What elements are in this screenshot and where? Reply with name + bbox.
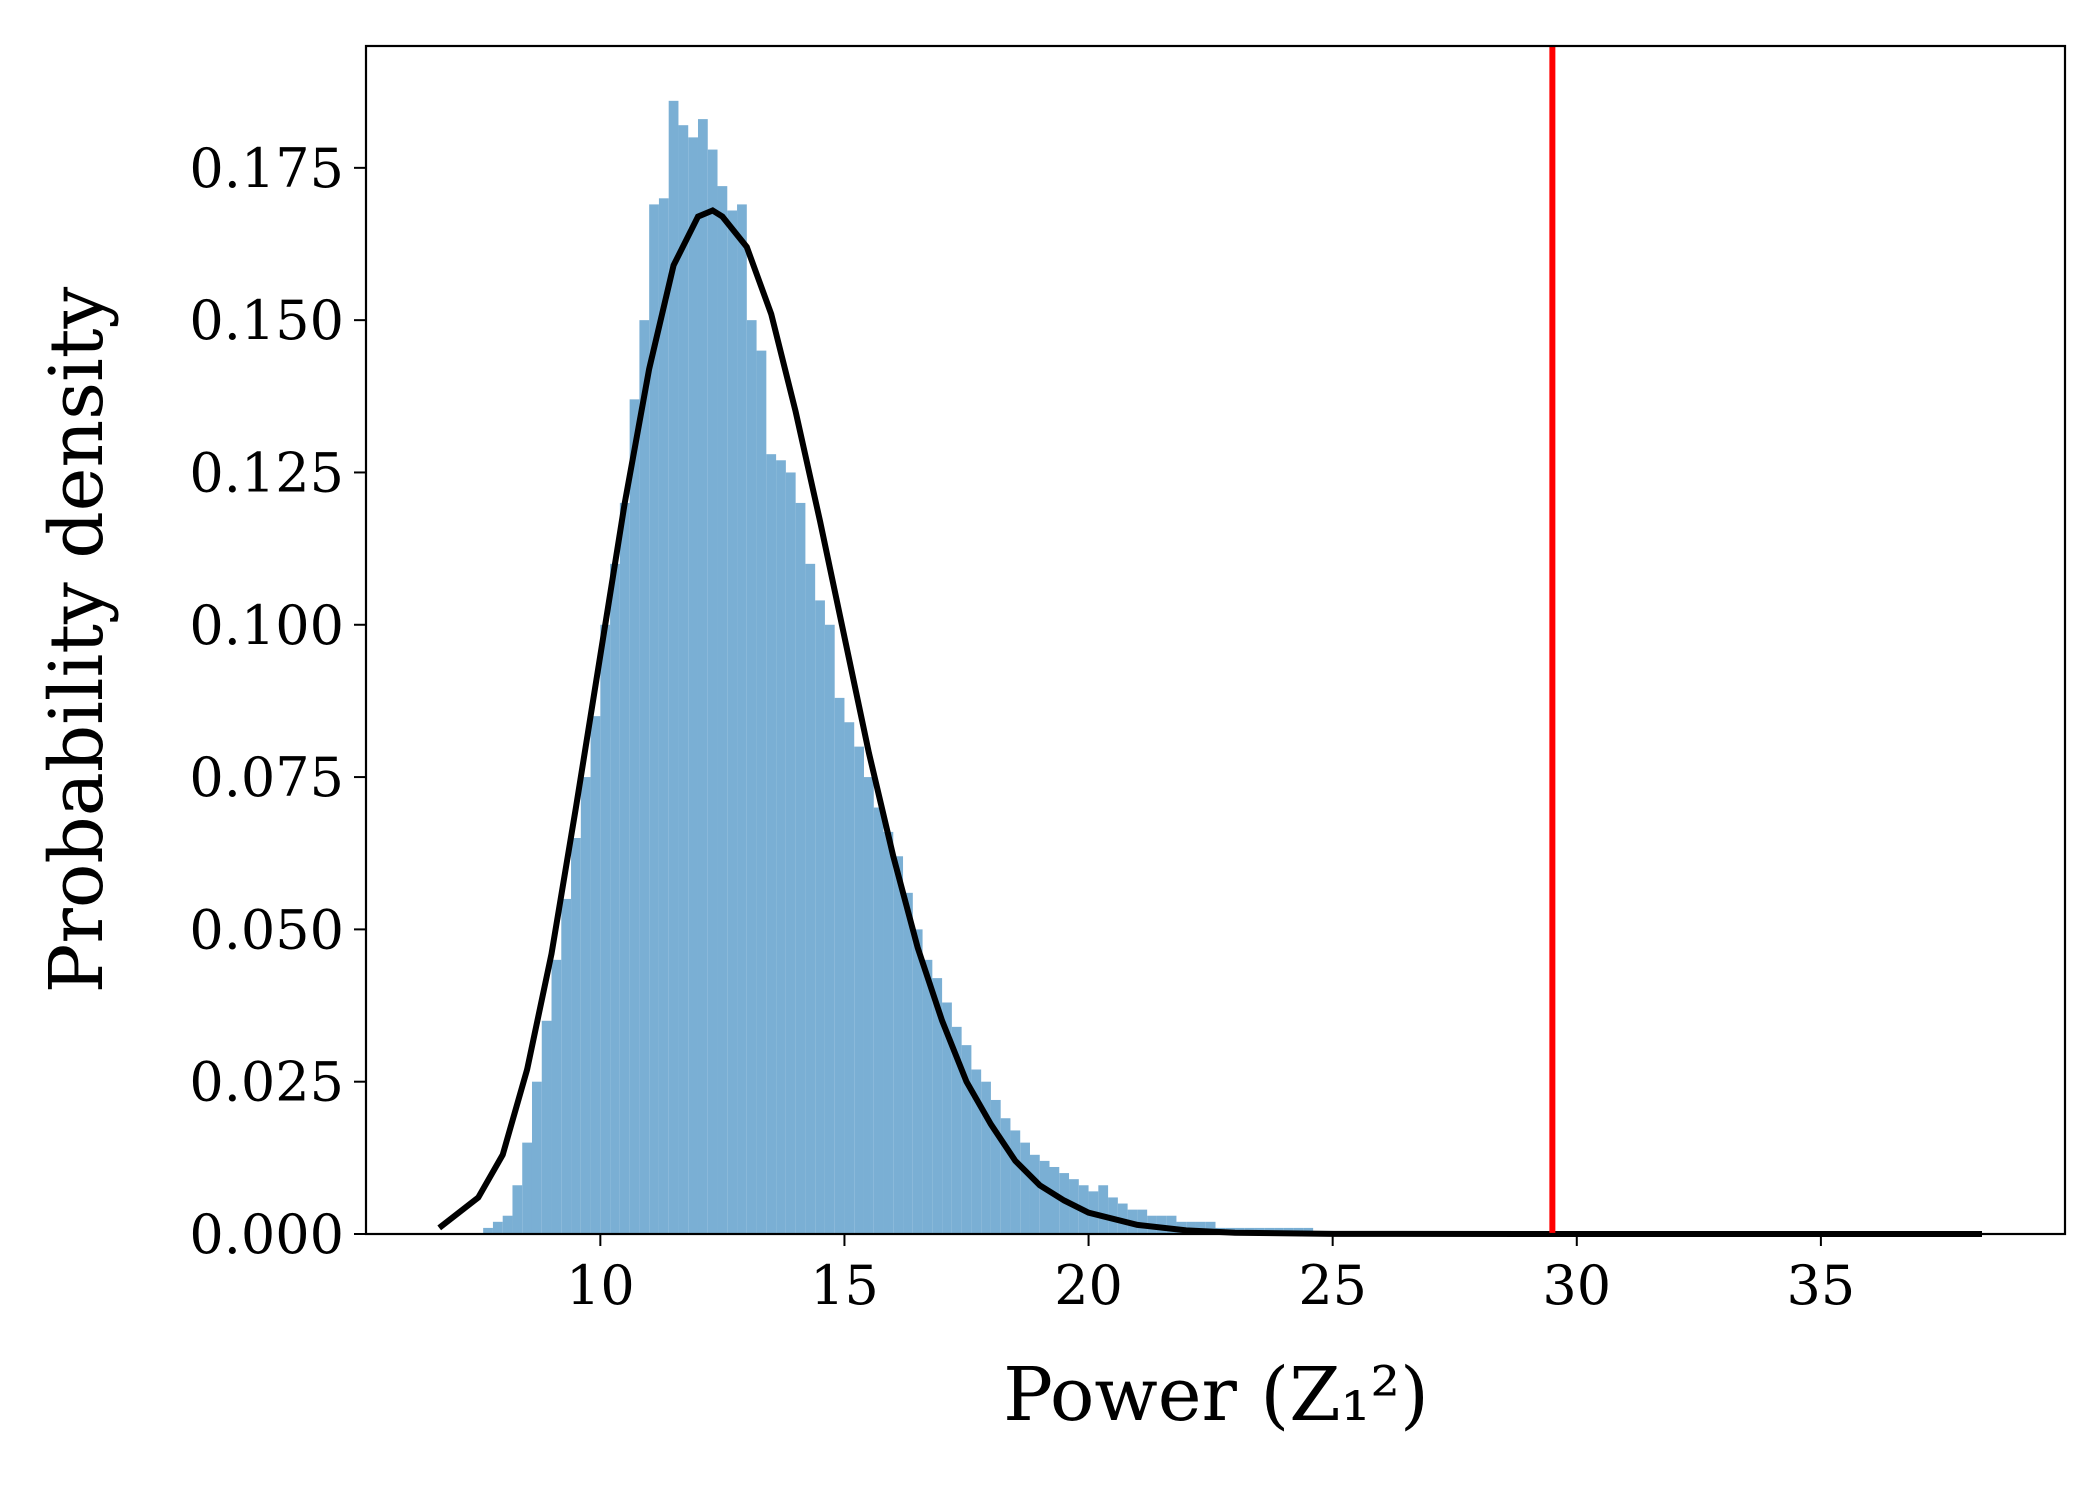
y-tick-label: 0.125 [189, 441, 344, 504]
histogram-bar [541, 1020, 552, 1234]
histogram-bar [629, 399, 640, 1234]
histogram-bar [551, 959, 562, 1234]
histogram-bar [571, 838, 581, 1234]
x-tick-label: 20 [1054, 1254, 1123, 1317]
histogram-bar [1029, 1154, 1040, 1234]
histogram-bar [697, 119, 708, 1235]
histogram-bar [785, 472, 796, 1234]
histogram-bar [688, 137, 698, 1234]
histogram-bar [580, 777, 591, 1234]
histogram-bar [707, 149, 718, 1235]
histogram-bar [981, 1081, 991, 1234]
histogram-bar [951, 1026, 962, 1234]
y-tick-label: 0.100 [189, 594, 344, 657]
y-tick-label: 0.000 [189, 1203, 344, 1266]
histogram-bar [824, 624, 835, 1234]
histogram-bar [932, 978, 943, 1234]
histogram-bar [912, 929, 923, 1234]
histogram-bar [483, 1227, 493, 1234]
histogram-bar [844, 722, 855, 1234]
histogram-bar [1137, 1209, 1148, 1234]
histogram-bar [619, 502, 630, 1234]
x-axis-label: Power (Z₁²) [1003, 1352, 1429, 1438]
plot-frame [364, 44, 2067, 1236]
histogram-bar [1049, 1166, 1060, 1234]
histogram-bar [805, 563, 816, 1234]
histogram-bar [717, 186, 728, 1235]
histogram-bar [873, 807, 884, 1234]
histogram-bar [492, 1221, 503, 1234]
histogram-bar [883, 831, 894, 1234]
histogram-bar [834, 697, 845, 1234]
histogram-bar [512, 1185, 523, 1234]
y-tick-label: 0.050 [189, 898, 344, 961]
histogram-bar [1205, 1221, 1216, 1234]
y-tick-label: 0.150 [189, 289, 344, 352]
histogram-bar [1010, 1130, 1021, 1234]
histogram-bar [610, 563, 620, 1234]
histogram-bar [756, 350, 767, 1235]
histogram-bar [863, 777, 874, 1234]
x-tick-label: 15 [810, 1254, 879, 1317]
histogram-bar [678, 125, 689, 1235]
histogram-bar [922, 959, 933, 1234]
y-tick-label: 0.075 [189, 746, 344, 809]
histogram-bar [815, 600, 825, 1234]
histogram-bar [737, 204, 747, 1234]
histogram-bar [746, 320, 757, 1235]
histogram-bar [971, 1069, 982, 1234]
histogram-bar [590, 716, 601, 1234]
x-tick-label: 25 [1298, 1254, 1367, 1317]
histogram-bar [990, 1099, 1001, 1234]
y-tick-label: 0.175 [189, 137, 344, 200]
y-tick-label: 0.025 [189, 1051, 344, 1114]
x-tick-label: 10 [566, 1254, 635, 1317]
histogram-bar [903, 892, 913, 1234]
histogram-bar [854, 746, 864, 1234]
histogram-bar [600, 624, 611, 1234]
x-tick-label: 35 [1787, 1254, 1856, 1317]
histogram-bar [658, 198, 669, 1234]
histogram-bar [649, 204, 659, 1234]
histogram-bar [531, 1081, 542, 1234]
histogram-bar [522, 1142, 532, 1234]
histogram-bar [639, 320, 650, 1235]
histogram-bar [1166, 1215, 1177, 1234]
histogram-bar [1039, 1160, 1050, 1234]
histogram-bar [961, 1045, 972, 1234]
x-tick-label: 30 [1542, 1254, 1611, 1317]
histogram-bar [502, 1215, 513, 1234]
histogram-bar [795, 502, 806, 1234]
histogram-bar [766, 454, 777, 1235]
histogram-bar [1000, 1118, 1011, 1234]
histogram-bar [893, 856, 904, 1234]
histogram-bar [1098, 1185, 1109, 1234]
histogram-bar [776, 460, 786, 1234]
histogram-bar [942, 1002, 952, 1234]
histogram-bar [668, 100, 679, 1234]
histogram-bar [561, 898, 572, 1234]
histogram-bar [727, 210, 738, 1234]
fit-curve [437, 207, 1982, 1237]
histogram-bar [1195, 1221, 1206, 1234]
histogram-bar [1020, 1142, 1030, 1234]
y-axis-label: Probability density [34, 286, 120, 993]
